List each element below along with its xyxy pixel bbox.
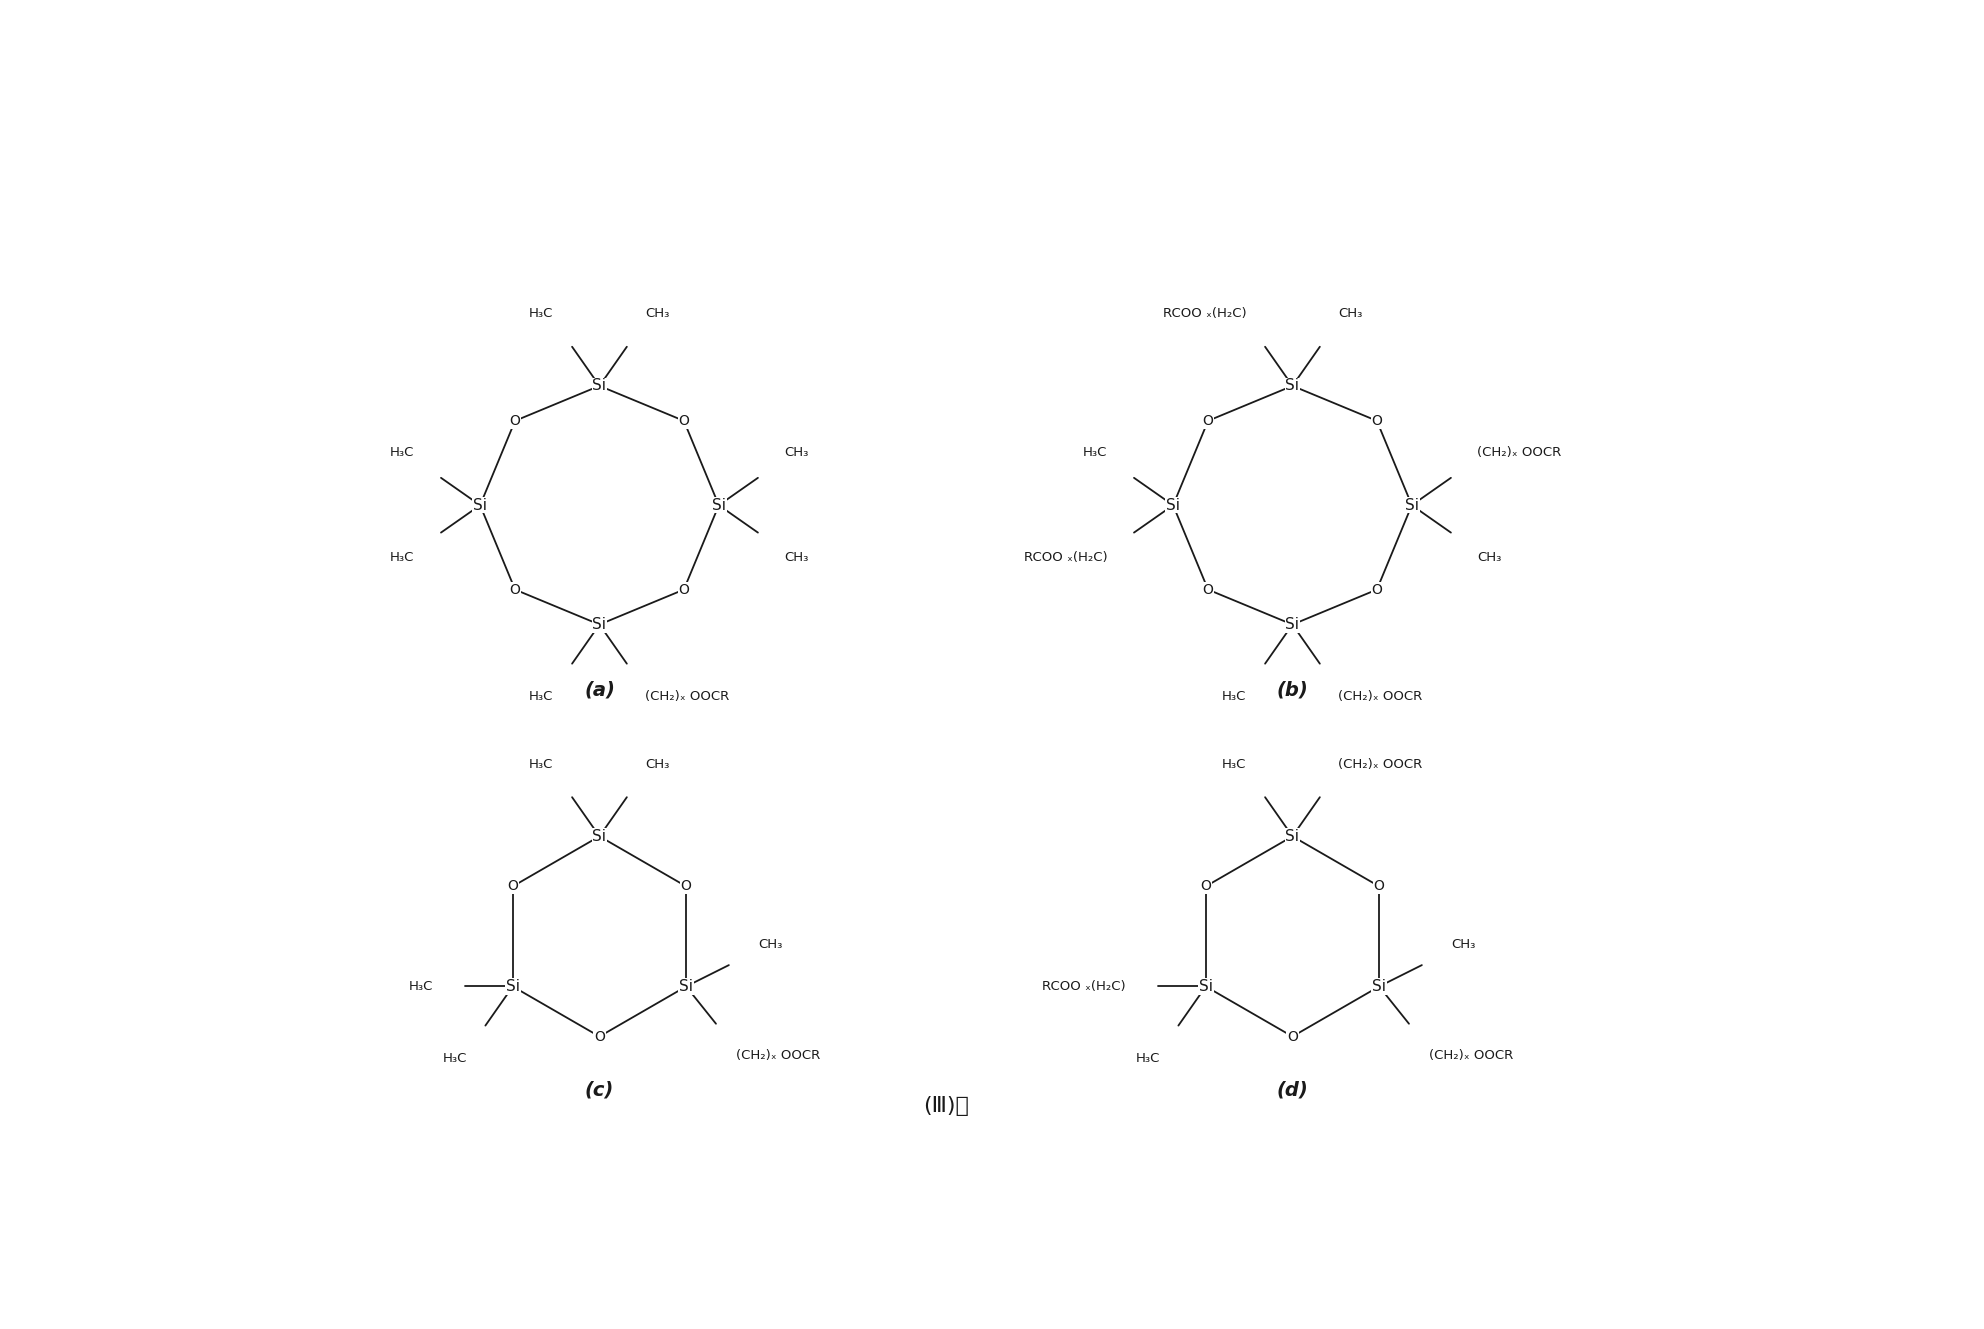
Text: Si: Si [1198, 979, 1212, 994]
Text: H₃C: H₃C [1222, 758, 1246, 771]
Text: CH₃: CH₃ [1450, 938, 1476, 950]
Text: (CH₂)ₓ OOCR: (CH₂)ₓ OOCR [645, 690, 730, 703]
Text: CH₃: CH₃ [758, 938, 782, 950]
Text: (CH₂)ₓ OOCR: (CH₂)ₓ OOCR [1428, 1049, 1514, 1062]
Text: H₃C: H₃C [530, 307, 554, 320]
Text: O: O [510, 582, 520, 597]
Text: Si: Si [712, 497, 726, 513]
Text: H₃C: H₃C [530, 690, 554, 703]
Text: O: O [1200, 880, 1210, 893]
Text: Si: Si [1286, 379, 1300, 393]
Text: O: O [1373, 880, 1385, 893]
Text: H₃C: H₃C [530, 758, 554, 771]
Text: (b): (b) [1276, 680, 1307, 699]
Text: (CH₂)ₓ OOCR: (CH₂)ₓ OOCR [1339, 758, 1423, 771]
Text: Si: Si [1286, 829, 1300, 844]
Text: H₃C: H₃C [391, 552, 415, 563]
Text: Si: Si [1405, 497, 1419, 513]
Text: O: O [1202, 413, 1214, 428]
Text: (CH₂)ₓ OOCR: (CH₂)ₓ OOCR [1478, 447, 1561, 460]
Text: O: O [1288, 1030, 1298, 1043]
Text: (Ⅲ)，: (Ⅲ)， [923, 1096, 968, 1116]
Text: O: O [681, 880, 692, 893]
Text: O: O [508, 880, 518, 893]
Text: Si: Si [472, 497, 488, 513]
Text: O: O [1202, 582, 1214, 597]
Text: (c): (c) [585, 1080, 615, 1100]
Text: RCOO ₓ(H₂C): RCOO ₓ(H₂C) [1024, 552, 1107, 563]
Text: Si: Si [593, 617, 607, 633]
Text: CH₃: CH₃ [784, 447, 809, 460]
Text: (CH₂)ₓ OOCR: (CH₂)ₓ OOCR [1339, 690, 1423, 703]
Text: RCOO ₓ(H₂C): RCOO ₓ(H₂C) [1163, 307, 1246, 320]
Text: CH₃: CH₃ [1478, 552, 1502, 563]
Text: H₃C: H₃C [1135, 1053, 1161, 1065]
Text: (d): (d) [1276, 1080, 1307, 1100]
Text: H₃C: H₃C [1083, 447, 1107, 460]
Text: Si: Si [679, 979, 692, 994]
Text: H₃C: H₃C [391, 447, 415, 460]
Text: CH₃: CH₃ [645, 307, 671, 320]
Text: O: O [679, 413, 688, 428]
Text: H₃C: H₃C [442, 1053, 466, 1065]
Text: RCOO ₓ(H₂C): RCOO ₓ(H₂C) [1042, 979, 1125, 993]
Text: Si: Si [1167, 497, 1180, 513]
Text: H₃C: H₃C [1222, 690, 1246, 703]
Text: CH₃: CH₃ [1339, 307, 1363, 320]
Text: O: O [510, 413, 520, 428]
Text: O: O [1371, 582, 1383, 597]
Text: H₃C: H₃C [409, 979, 433, 993]
Text: Si: Si [1286, 617, 1300, 633]
Text: Si: Si [593, 379, 607, 393]
Text: CH₃: CH₃ [645, 758, 671, 771]
Text: (CH₂)ₓ OOCR: (CH₂)ₓ OOCR [736, 1049, 821, 1062]
Text: Si: Si [593, 829, 607, 844]
Text: O: O [593, 1030, 605, 1043]
Text: Si: Si [1373, 979, 1387, 994]
Text: CH₃: CH₃ [784, 552, 809, 563]
Text: Si: Si [506, 979, 520, 994]
Text: O: O [1371, 413, 1383, 428]
Text: O: O [679, 582, 688, 597]
Text: (a): (a) [583, 680, 615, 699]
